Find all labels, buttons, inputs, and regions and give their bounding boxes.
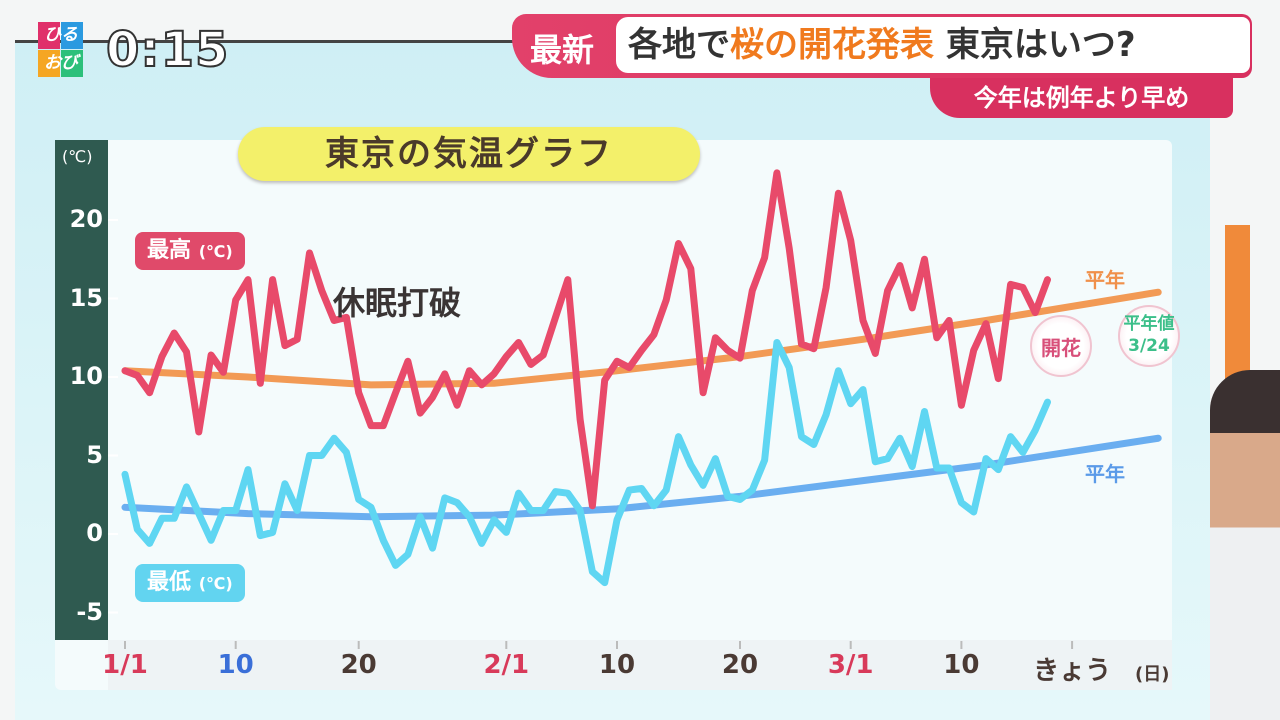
x-axis-unit: (日) xyxy=(1135,664,1170,685)
y-tick-label: 5 xyxy=(86,440,103,469)
subheadline: 今年は例年より早め xyxy=(930,78,1233,118)
legend-low: 最低 (℃) xyxy=(135,564,245,602)
presenter xyxy=(1210,370,1280,720)
y-tick-label: 10 xyxy=(69,362,103,390)
high-temp-line xyxy=(121,169,1051,510)
normal-bloom-flower-icon: 平年値 3/24 xyxy=(1118,305,1180,367)
y-tick-label: 15 xyxy=(69,283,103,312)
legend-high: 最高 (℃) xyxy=(135,232,245,270)
x-tick-label: きょう xyxy=(1033,656,1112,686)
x-axis-band xyxy=(108,640,1172,690)
y-axis-band xyxy=(55,140,108,640)
x-tick-label: 2/1 xyxy=(483,650,530,680)
headline: 各地で桜の開花発表 東京はいつ? xyxy=(616,17,1250,73)
x-tick-label: 3/1 xyxy=(827,650,874,680)
normal-high-label: 平年 xyxy=(1085,268,1125,292)
clock: 0:15 xyxy=(105,21,230,79)
normal-low-label: 平年 xyxy=(1085,462,1125,486)
legend-low-unit: (℃) xyxy=(198,574,233,593)
x-tick-label: 10 xyxy=(217,650,254,680)
y-axis-unit: (℃) xyxy=(62,147,93,166)
normal-bloom-date: 3/24 xyxy=(1128,336,1170,356)
dormancy-annotation: 休眠打破 xyxy=(333,284,462,322)
x-tick-label: 20 xyxy=(340,650,377,680)
y-tick-label: -5 xyxy=(76,597,103,626)
bloom-flower-icon: 開花 xyxy=(1030,315,1092,377)
legend-high-unit: (℃) xyxy=(198,242,233,261)
y-tick-label: 0 xyxy=(86,519,103,547)
x-tick-label: 10 xyxy=(943,650,980,680)
chart-title: 東京の気温グラフ xyxy=(238,127,700,181)
legend-low-label: 最低 xyxy=(147,570,192,595)
bloom-label: 開花 xyxy=(1041,336,1081,360)
legend-high-label: 最高 xyxy=(147,238,192,263)
latest-badge: 最新 xyxy=(530,31,595,69)
x-tick-label: 10 xyxy=(598,650,636,680)
x-tick-label: 20 xyxy=(721,650,759,680)
program-logo: ひる おび xyxy=(38,22,84,78)
low-temp-line xyxy=(121,338,1051,587)
normal-bloom-label: 平年値 xyxy=(1123,314,1175,334)
y-tick-label: 20 xyxy=(69,205,103,233)
x-tick-label: 1/1 xyxy=(102,650,148,680)
